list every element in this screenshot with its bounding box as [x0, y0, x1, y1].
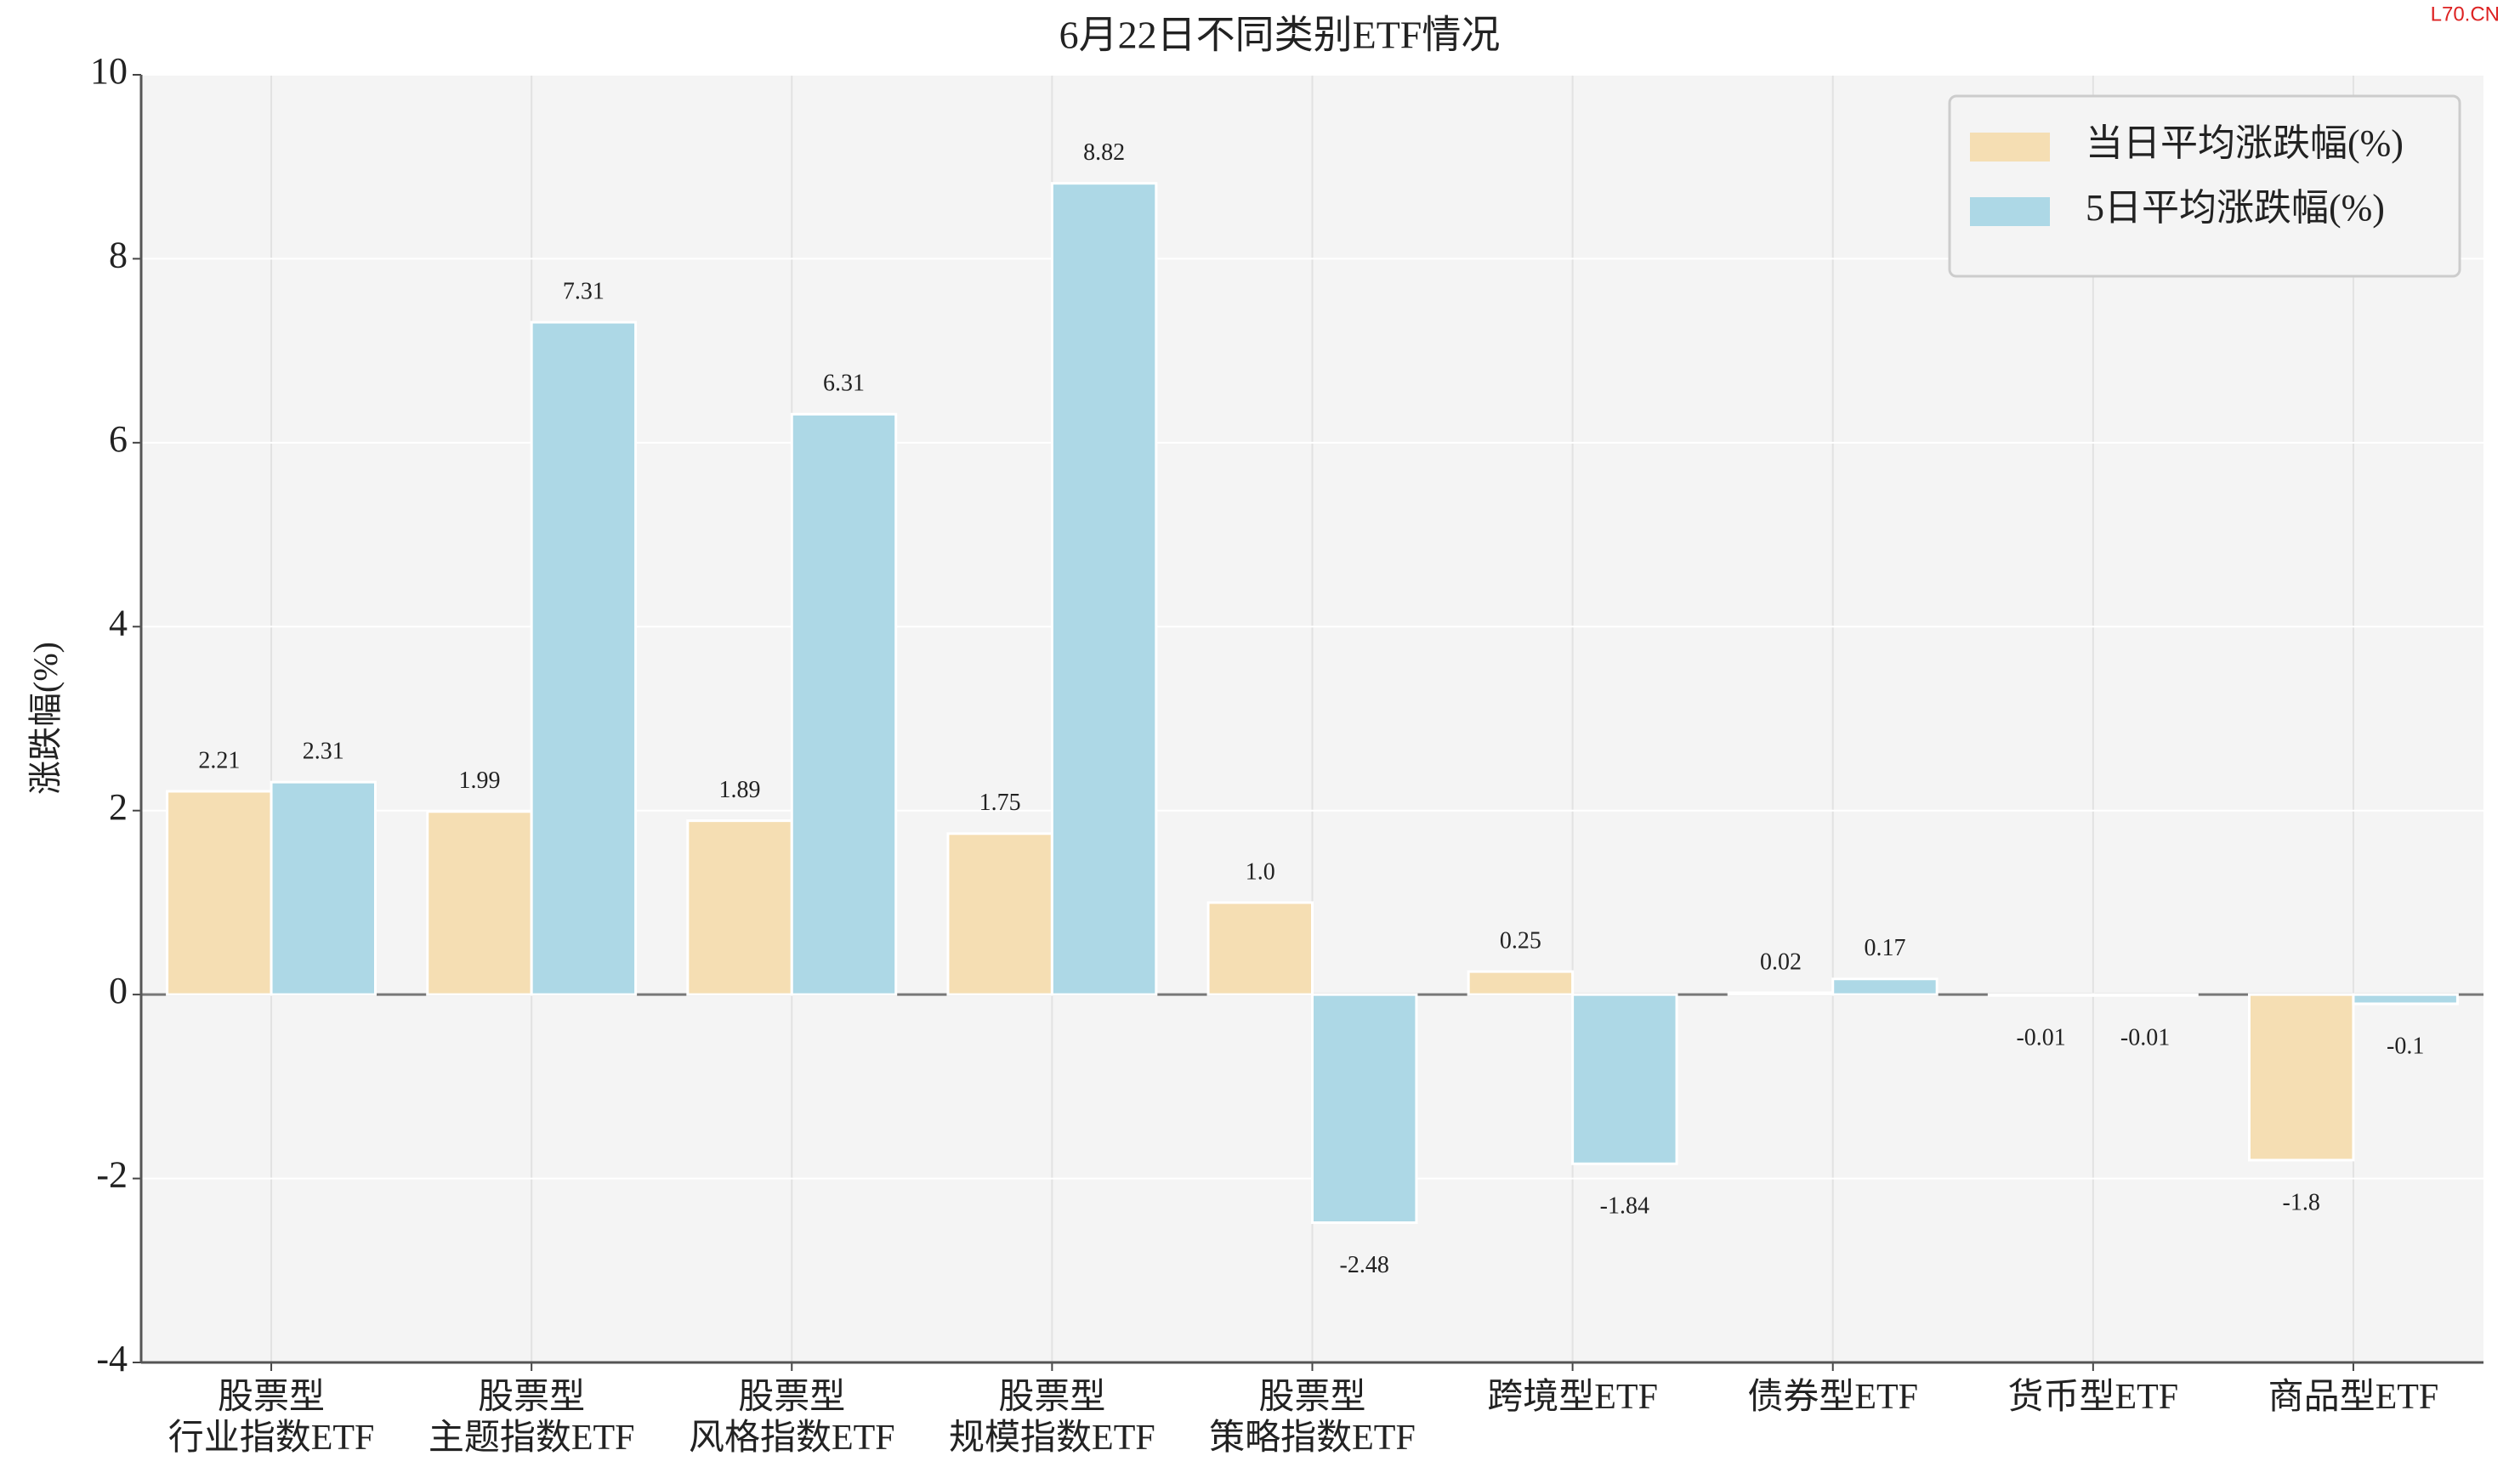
x-tick-label: 股票型主题指数ETF — [429, 1378, 635, 1458]
value-label: 1.89 — [719, 777, 761, 803]
bar — [1050, 182, 1158, 996]
x-tick-label-line: 行业指数ETF — [168, 1419, 375, 1458]
value-label: -1.84 — [1600, 1193, 1649, 1220]
value-label: -0.01 — [2016, 1025, 2065, 1051]
bar — [790, 412, 898, 996]
value-label: 8.82 — [1083, 139, 1125, 166]
y-tick-label: 8 — [109, 235, 128, 276]
value-label: -0.01 — [2120, 1025, 2170, 1051]
x-tick-label-line: 规模指数ETF — [949, 1419, 1155, 1458]
bar — [270, 780, 377, 996]
y-tick-label: 2 — [109, 786, 128, 828]
x-tick-label: 股票型风格指数ETF — [689, 1378, 895, 1458]
value-label: 6.31 — [823, 371, 865, 397]
value-label: -2.48 — [1340, 1252, 1389, 1278]
x-tick-label: 股票型策略指数ETF — [1209, 1378, 1416, 1458]
bar — [426, 810, 533, 996]
value-label: 0.25 — [1500, 928, 1541, 954]
bar — [1571, 993, 1678, 1165]
bar — [1467, 970, 1575, 996]
legend-label: 5日平均涨跌幅(%) — [2086, 187, 2385, 229]
watermark: L70.CN — [2431, 3, 2500, 25]
bar — [1206, 901, 1314, 996]
x-tick-label-line: 策略指数ETF — [1209, 1419, 1416, 1458]
value-label: 0.02 — [1760, 949, 1802, 975]
x-tick-label-line: 主题指数ETF — [429, 1419, 635, 1458]
x-tick-label-line: 跨境型ETF — [1487, 1377, 1658, 1417]
y-tick-label: 6 — [109, 418, 128, 460]
x-tick-label: 货币型ETF — [2007, 1378, 2178, 1417]
bar — [2248, 993, 2355, 1162]
x-tick-label-line: 债券型ETF — [1747, 1378, 1918, 1417]
bar — [946, 832, 1053, 996]
chart-title: 6月22日不同类别ETF情况 — [1059, 14, 1501, 57]
legend-label: 当日平均涨跌幅(%) — [2086, 122, 2404, 164]
bar — [1987, 993, 2095, 997]
x-tick-label: 债券型ETF — [1747, 1378, 1918, 1417]
x-tick-label-line: 股票型 — [738, 1378, 845, 1417]
value-label: 1.75 — [979, 790, 1021, 816]
x-tick-label-line: 风格指数ETF — [689, 1419, 895, 1458]
value-label: 0.17 — [1864, 935, 1905, 961]
value-label: 2.31 — [303, 739, 344, 765]
y-tick-label: 0 — [109, 970, 128, 1011]
value-label: 1.0 — [1246, 858, 1275, 885]
y-tick-label: -4 — [96, 1338, 128, 1379]
value-label: -0.1 — [2387, 1033, 2424, 1059]
x-tick-label: 跨境型ETF — [1487, 1377, 1658, 1417]
value-label: -1.8 — [2283, 1189, 2320, 1215]
y-axis-label: 涨跌幅(%) — [26, 642, 65, 795]
y-tick-label: 10 — [90, 50, 128, 92]
x-tick-label: 商品型ETF — [2268, 1378, 2439, 1417]
bar — [1727, 991, 1835, 996]
x-tick-label-line: 商品型ETF — [2268, 1378, 2439, 1417]
y-tick-label: -2 — [96, 1154, 128, 1196]
bar — [530, 320, 638, 996]
bar — [1831, 977, 1939, 996]
value-label: 1.99 — [458, 767, 500, 794]
y-tick-label: 4 — [109, 602, 128, 643]
x-tick-label-line: 股票型 — [998, 1378, 1105, 1417]
legend-swatch — [1970, 197, 2050, 226]
bar — [1311, 993, 1418, 1225]
x-tick-label-line: 股票型 — [218, 1378, 325, 1417]
x-tick-label-line: 货币型ETF — [2007, 1378, 2178, 1417]
value-label: 7.31 — [563, 279, 605, 305]
x-tick-label-line: 股票型 — [1258, 1378, 1365, 1417]
value-label: 2.21 — [198, 747, 240, 773]
legend-box — [1948, 94, 2461, 278]
bar — [166, 790, 273, 996]
bar — [2352, 993, 2459, 1005]
legend-swatch — [1970, 133, 2050, 161]
x-tick-label-line: 股票型 — [478, 1378, 585, 1417]
bar — [2092, 993, 2199, 997]
bar — [686, 819, 793, 996]
x-tick-label: 股票型行业指数ETF — [168, 1378, 375, 1458]
x-tick-label: 股票型规模指数ETF — [949, 1378, 1155, 1458]
